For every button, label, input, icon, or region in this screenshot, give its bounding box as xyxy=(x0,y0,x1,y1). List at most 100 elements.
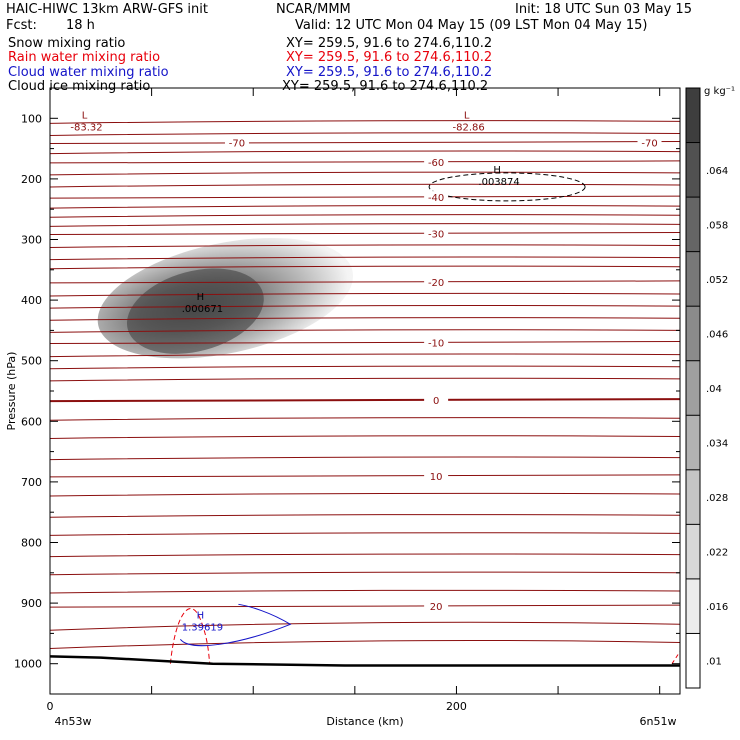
valid-time: Valid: 12 UTC Mon 04 May 15 (09 LST Mon … xyxy=(295,18,648,33)
field-cloudwater-name: Cloud water mixing ratio xyxy=(8,65,169,80)
isotherm xyxy=(49,377,681,382)
isotherm xyxy=(49,571,681,576)
extremum-l-marker: L xyxy=(464,110,470,121)
isotherm xyxy=(49,589,681,594)
colorbar-segment xyxy=(686,197,700,253)
snow-core xyxy=(126,268,264,354)
isotherm-labelled xyxy=(49,231,681,235)
y-tick-label: 900 xyxy=(21,597,42,610)
plot-frame xyxy=(49,87,681,695)
isotherm-label-bg xyxy=(424,191,449,204)
x-endpoint-right: 6n51w xyxy=(640,715,677,728)
cloud-water-contour xyxy=(179,603,292,647)
x-endpoint-left: 4n53w xyxy=(55,715,92,728)
y-axis-label: Pressure (hPa) xyxy=(5,352,18,431)
isotherm-label: -70 xyxy=(641,139,657,150)
extremum-value: -83.32 xyxy=(70,122,102,133)
extremum-value: 1.39619 xyxy=(182,622,223,633)
isotherm xyxy=(49,171,681,176)
colorbar-unit: g kg⁻¹ xyxy=(704,86,735,97)
init-time: Init: 18 UTC Sun 03 May 15 xyxy=(515,2,692,17)
isotherm xyxy=(49,532,681,536)
isotherm xyxy=(49,150,681,155)
isotherm xyxy=(49,417,681,421)
isotherm xyxy=(49,492,681,497)
extremum-value: -82.86 xyxy=(452,122,484,133)
field-cloudice-xy: XY= 259.5, 91.6 to 274.6,110.2 xyxy=(282,79,489,94)
x-axis-label: Distance (km) xyxy=(326,715,403,728)
isotherm xyxy=(49,256,681,261)
isotherm-label: 0 xyxy=(433,396,439,407)
isotherm-label: 10 xyxy=(430,472,443,483)
isotherm xyxy=(49,265,681,270)
field-cloudwater-xy: XY= 259.5, 91.6 to 274.6,110.2 xyxy=(286,65,493,80)
isotherm-label: -20 xyxy=(428,278,444,289)
extremum-l-marker: L xyxy=(82,110,88,121)
isotherm-label-bg xyxy=(424,227,449,240)
x-tick-label: 200 xyxy=(446,700,467,713)
fcst-label: Fcst: xyxy=(6,18,37,33)
extremum-h-marker: H xyxy=(197,610,205,621)
y-tick-label: 500 xyxy=(21,355,42,368)
isotherm xyxy=(49,514,681,518)
y-tick-label: 200 xyxy=(21,173,42,186)
colorbar-segment xyxy=(686,469,700,525)
isotherm xyxy=(49,132,681,136)
colorbar-segment xyxy=(686,360,700,416)
fcst-value: 18 h xyxy=(66,18,95,33)
extremum-h-marker: H xyxy=(493,165,501,176)
y-tick-label: 100 xyxy=(21,112,42,125)
colorbar-tick-label: .022 xyxy=(706,548,728,559)
rain-water-contour xyxy=(169,608,211,665)
isotherm-label: -70 xyxy=(229,139,245,150)
colorbar-tick-label: .058 xyxy=(706,220,728,231)
y-tick-label: 700 xyxy=(21,476,42,489)
field-snow-name: Snow mixing ratio xyxy=(8,36,126,51)
isotherm xyxy=(49,353,681,358)
isotherm xyxy=(49,435,681,439)
colorbar-segment xyxy=(686,578,700,634)
field-snow-xy: XY= 259.5, 91.6 to 274.6,110.2 xyxy=(286,36,493,51)
colorbar-frame xyxy=(685,87,701,689)
org-label: NCAR/MMM xyxy=(276,2,351,17)
isotherm-label: 20 xyxy=(430,602,443,613)
isotherm-label: -30 xyxy=(428,229,444,240)
isotherm xyxy=(49,183,681,188)
colorbar-tick-label: .046 xyxy=(706,329,728,340)
isotherm xyxy=(49,205,681,209)
field-cloudice-name: Cloud ice mixing ratio xyxy=(8,79,151,94)
isotherm xyxy=(49,244,681,249)
isotherm-label: -10 xyxy=(428,339,444,350)
colorbar-segment xyxy=(686,88,700,144)
y-tick-label: 1000 xyxy=(14,658,42,671)
isotherm xyxy=(49,456,681,461)
y-tick-label: 800 xyxy=(21,537,42,550)
isotherm xyxy=(49,621,681,631)
isotherm xyxy=(49,120,681,124)
isotherm-labelled xyxy=(49,195,681,199)
colorbar-segment xyxy=(686,633,700,689)
model-title: HAIC-HIWC 13km ARW-GFS init xyxy=(6,2,208,17)
isotherm-label-bg xyxy=(424,275,449,288)
isotherm-labelled xyxy=(49,160,681,164)
y-tick-label: 400 xyxy=(21,294,42,307)
field-rain-xy: XY= 259.5, 91.6 to 274.6,110.2 xyxy=(286,50,493,65)
extremum-value: .003874 xyxy=(478,177,519,188)
colorbar-tick-label: .028 xyxy=(706,493,728,504)
x-tick-label: 0 xyxy=(47,700,54,713)
colorbar-tick-label: .052 xyxy=(706,275,728,286)
isotherm-labelled xyxy=(49,398,681,403)
terrain-line xyxy=(49,655,680,667)
colorbar-segment xyxy=(686,306,700,362)
isotherm xyxy=(49,639,681,649)
isotherm xyxy=(49,223,681,227)
isotherm-label-bg xyxy=(424,600,449,613)
isotherm-label-bg xyxy=(224,136,249,149)
rain-water-contour-edge xyxy=(671,651,681,664)
isotherm-labelled xyxy=(49,341,681,345)
isotherm-label: -40 xyxy=(428,193,444,204)
isotherm xyxy=(49,553,681,558)
extremum-value: .000671 xyxy=(182,304,223,315)
isotherm xyxy=(49,292,681,297)
